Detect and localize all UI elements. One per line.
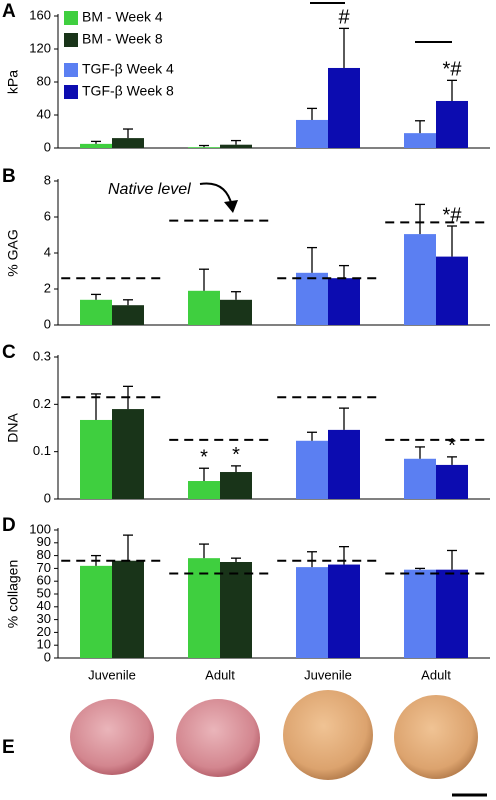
y-tick-label: 0.3 xyxy=(33,348,51,363)
annotation-arrowhead xyxy=(224,200,238,213)
photo-construct xyxy=(176,699,260,777)
y-axis-title: % GAG xyxy=(5,229,21,276)
bar xyxy=(80,299,112,325)
bar xyxy=(80,419,112,499)
y-tick-label: 30 xyxy=(37,611,51,626)
y-tick-label: 50 xyxy=(37,585,51,600)
bar xyxy=(188,147,220,148)
significance-label: * xyxy=(200,447,208,469)
significance-label: # xyxy=(338,7,350,29)
legend-swatch xyxy=(64,63,78,77)
legend-swatch xyxy=(64,85,78,99)
y-tick-label: 4 xyxy=(44,244,51,259)
significance-label: *# xyxy=(443,59,463,81)
bar xyxy=(220,299,252,325)
bar xyxy=(296,272,328,325)
y-tick-label: 0.2 xyxy=(33,396,51,411)
bar xyxy=(220,472,252,499)
y-tick-label: 0 xyxy=(44,490,51,505)
bar xyxy=(328,564,360,658)
bar xyxy=(188,481,220,499)
y-tick-label: 80 xyxy=(37,547,51,562)
y-tick-label: 90 xyxy=(37,534,51,549)
panel-letter: E xyxy=(2,737,15,758)
y-axis-title: % collagen xyxy=(5,560,21,629)
x-tick-label: Juvenile xyxy=(88,667,136,682)
significance-label: * xyxy=(232,444,240,466)
bar xyxy=(80,565,112,658)
bar xyxy=(436,100,468,148)
y-axis-title: kPa xyxy=(5,70,21,94)
y-tick-label: 160 xyxy=(29,7,51,22)
y-tick-label: 70 xyxy=(37,560,51,575)
panel-letter: B xyxy=(2,166,16,187)
y-tick-label: 60 xyxy=(37,573,51,588)
bar xyxy=(328,429,360,499)
significance-label: * xyxy=(448,435,456,457)
x-tick-label: Juvenile xyxy=(304,667,352,682)
y-tick-label: 40 xyxy=(37,598,51,613)
y-tick-label: 6 xyxy=(44,208,51,223)
legend-label: TGF-β Week 4 xyxy=(82,61,174,77)
bar xyxy=(296,119,328,148)
y-tick-label: 0 xyxy=(44,139,51,154)
panel-letter: A xyxy=(2,1,16,22)
panel-letter: D xyxy=(2,515,16,536)
bar xyxy=(328,67,360,148)
y-tick-label: 0.1 xyxy=(33,443,51,458)
y-tick-label: 0 xyxy=(44,649,51,664)
annotation: Native level xyxy=(108,181,191,198)
bar xyxy=(220,144,252,148)
y-tick-label: 40 xyxy=(37,106,51,121)
bar xyxy=(112,138,144,148)
x-tick-label: Adult xyxy=(421,667,451,682)
bar xyxy=(436,256,468,325)
photo-construct xyxy=(70,699,154,775)
bar xyxy=(328,278,360,325)
bar xyxy=(112,305,144,325)
bar xyxy=(404,234,436,325)
bar xyxy=(112,409,144,499)
legend-swatch xyxy=(64,11,78,25)
legend-label: BM - Week 4 xyxy=(82,9,163,25)
y-tick-label: 20 xyxy=(37,624,51,639)
bar xyxy=(112,560,144,658)
bar xyxy=(296,567,328,658)
bar xyxy=(436,569,468,658)
photo-construct xyxy=(394,695,478,779)
bar xyxy=(404,569,436,658)
y-axis-title: DNA xyxy=(5,413,21,443)
y-tick-label: 80 xyxy=(37,73,51,88)
significance-label: *# xyxy=(443,204,463,226)
legend-label: TGF-β Week 8 xyxy=(82,83,174,99)
bar xyxy=(404,133,436,148)
y-tick-label: 100 xyxy=(29,521,51,536)
y-tick-label: 0 xyxy=(44,316,51,331)
panel-letter: C xyxy=(2,342,16,363)
legend-label: BM - Week 8 xyxy=(82,31,163,47)
y-tick-label: 2 xyxy=(44,280,51,295)
bar xyxy=(80,143,112,148)
bar xyxy=(188,290,220,325)
y-tick-label: 10 xyxy=(37,637,51,652)
y-tick-label: 120 xyxy=(29,40,51,55)
bar xyxy=(404,458,436,499)
bar xyxy=(436,464,468,499)
bar xyxy=(188,558,220,658)
bar xyxy=(296,440,328,499)
legend-swatch xyxy=(64,33,78,47)
bar xyxy=(220,562,252,658)
y-tick-label: 8 xyxy=(44,172,51,187)
photo-construct xyxy=(283,690,373,780)
x-tick-label: Adult xyxy=(205,667,235,682)
